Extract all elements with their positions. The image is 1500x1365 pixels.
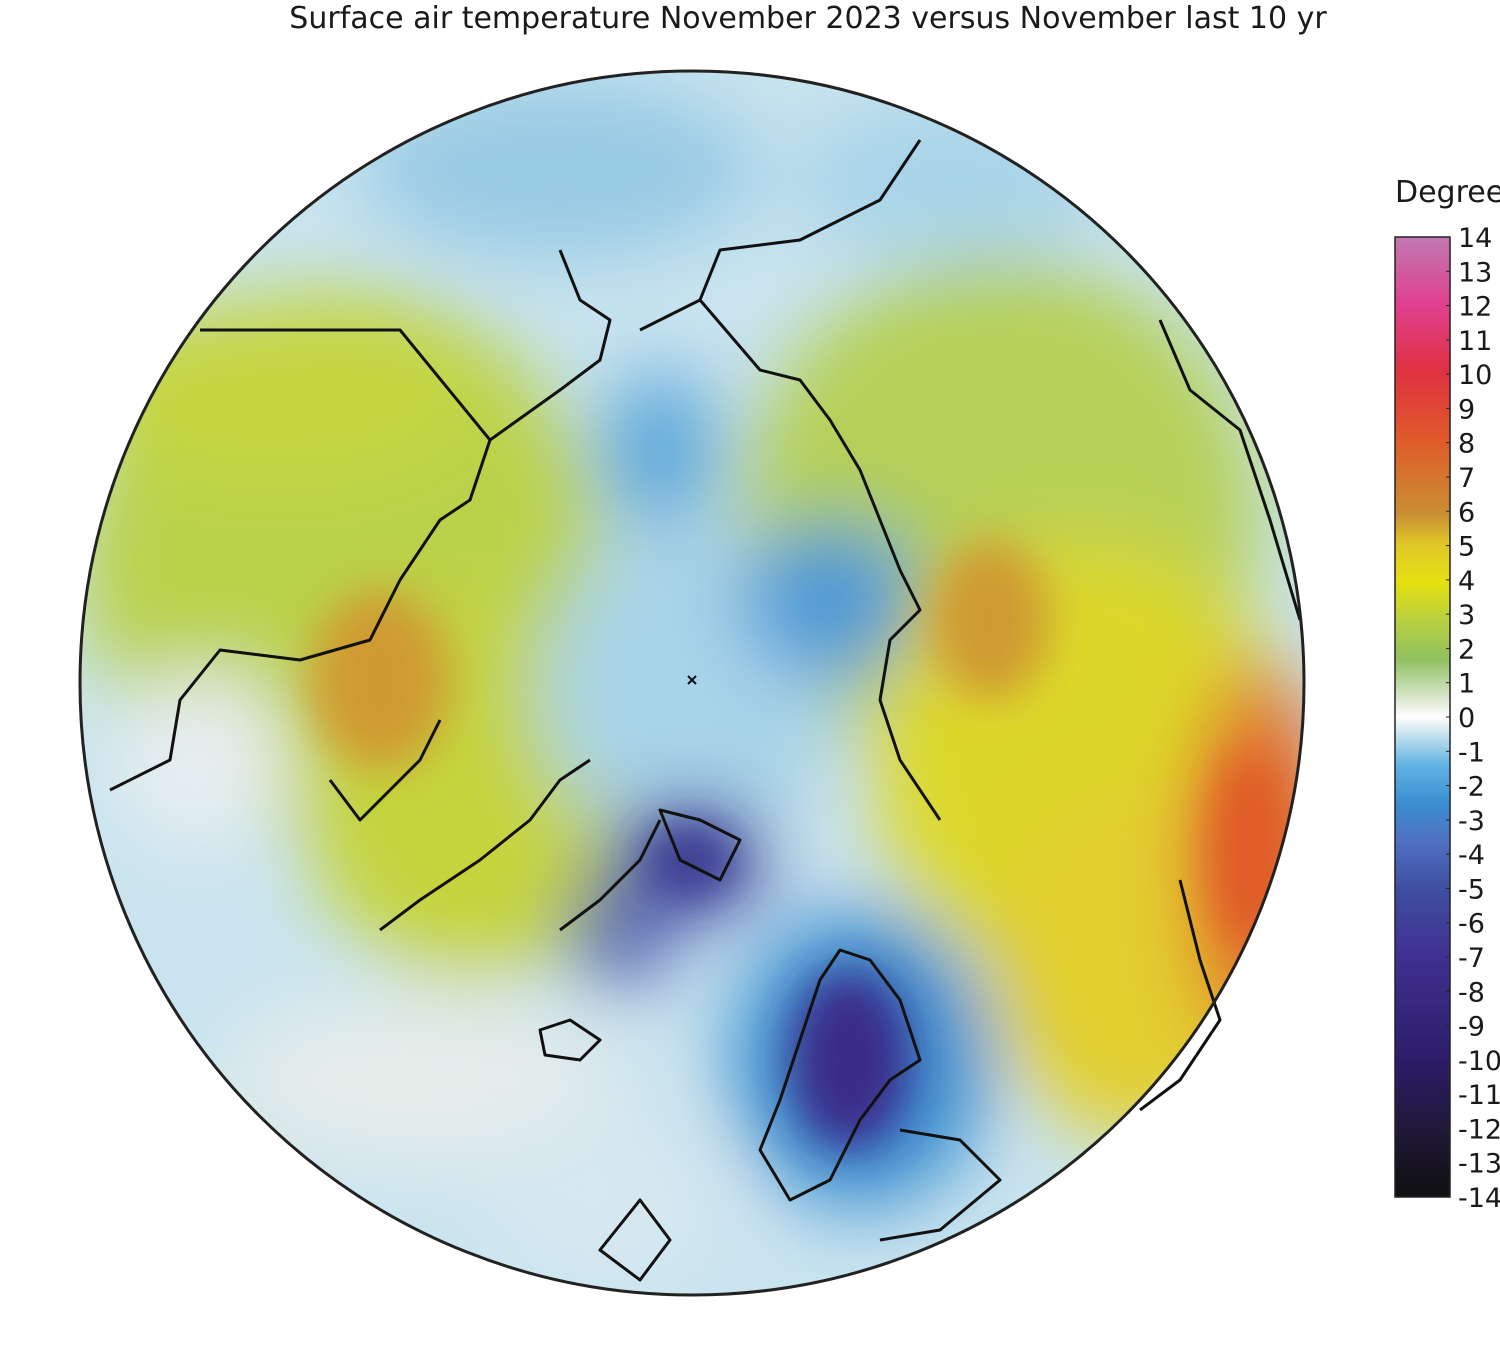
colorbar-tick-label: 0 — [1458, 703, 1475, 734]
colorbar: 14131211109876543210-1-2-3-4-5-6-7-8-9-1… — [1394, 223, 1500, 1214]
colorbar-tick-label: -10 — [1458, 1046, 1500, 1077]
colorbar-tick-label: -5 — [1458, 874, 1485, 905]
colorbar-tick-label: 9 — [1458, 394, 1475, 425]
colorbar-tick-label: -2 — [1458, 772, 1485, 803]
colorbar-tick-label: 10 — [1458, 360, 1492, 391]
colorbar-tick-label: 13 — [1458, 257, 1492, 288]
colorbar-tick-label: 3 — [1458, 600, 1475, 631]
colorbar-tick-label: -4 — [1458, 840, 1485, 871]
colorbar-tick-label: 4 — [1458, 566, 1475, 597]
coastlines — [109, 139, 1302, 1282]
colorbar-ramp — [1394, 236, 1451, 1198]
colorbar-tick-label: -13 — [1458, 1149, 1500, 1180]
colorbar-tick-label: 7 — [1458, 463, 1475, 494]
colorbar-title: Degrees C — [1395, 175, 1500, 210]
colorbar-tick-label: -6 — [1458, 909, 1485, 940]
colorbar-tick-label: 14 — [1458, 223, 1492, 254]
colorbar-tick-label: -9 — [1458, 1012, 1485, 1043]
map-boundary — [78, 69, 1306, 1297]
colorbar-tick-label: 12 — [1458, 292, 1492, 323]
colorbar-tick-label: -14 — [1458, 1183, 1500, 1214]
colorbar-tick-label: 2 — [1458, 634, 1475, 665]
colorbar-tick-label: 8 — [1458, 429, 1475, 460]
colorbar-tick-label: 11 — [1458, 326, 1492, 357]
north-pole-marker — [687, 675, 697, 685]
colorbar-tick-label: -3 — [1458, 806, 1485, 837]
colorbar-tick-label: 5 — [1458, 532, 1475, 563]
map-title: Surface air temperature November 2023 ve… — [289, 1, 1327, 36]
colorbar-tick-label: -12 — [1458, 1114, 1500, 1145]
colorbar-tick-label: 6 — [1458, 497, 1475, 528]
colorbar-tick-label: -1 — [1458, 737, 1485, 768]
temperature-field — [80, 71, 1304, 1295]
colorbar-tick-label: -7 — [1458, 943, 1485, 974]
colorbar-tick-label: 1 — [1458, 669, 1475, 700]
colorbar-tick-label: -8 — [1458, 977, 1485, 1008]
colorbar-tick-label: -11 — [1458, 1080, 1500, 1111]
